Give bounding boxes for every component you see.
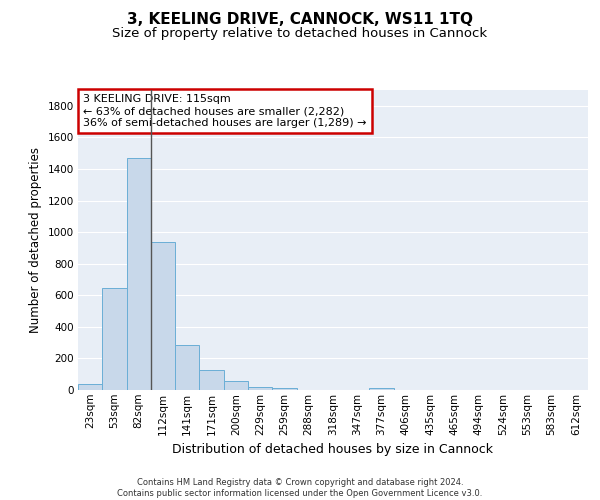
Bar: [78, 384, 102, 390]
Bar: [272, 388, 296, 390]
Text: 3 KEELING DRIVE: 115sqm
← 63% of detached houses are smaller (2,282)
36% of semi: 3 KEELING DRIVE: 115sqm ← 63% of detache…: [83, 94, 367, 128]
Bar: [175, 345, 199, 390]
Bar: [151, 242, 175, 390]
Bar: [199, 370, 224, 390]
Bar: [248, 386, 272, 390]
Bar: [102, 288, 127, 390]
Text: 3, KEELING DRIVE, CANNOCK, WS11 1TQ: 3, KEELING DRIVE, CANNOCK, WS11 1TQ: [127, 12, 473, 28]
X-axis label: Distribution of detached houses by size in Cannock: Distribution of detached houses by size …: [173, 443, 493, 456]
Bar: [127, 158, 151, 390]
Y-axis label: Number of detached properties: Number of detached properties: [29, 147, 42, 333]
Bar: [224, 380, 248, 390]
Bar: [370, 388, 394, 390]
Text: Size of property relative to detached houses in Cannock: Size of property relative to detached ho…: [112, 28, 488, 40]
Text: Contains HM Land Registry data © Crown copyright and database right 2024.
Contai: Contains HM Land Registry data © Crown c…: [118, 478, 482, 498]
